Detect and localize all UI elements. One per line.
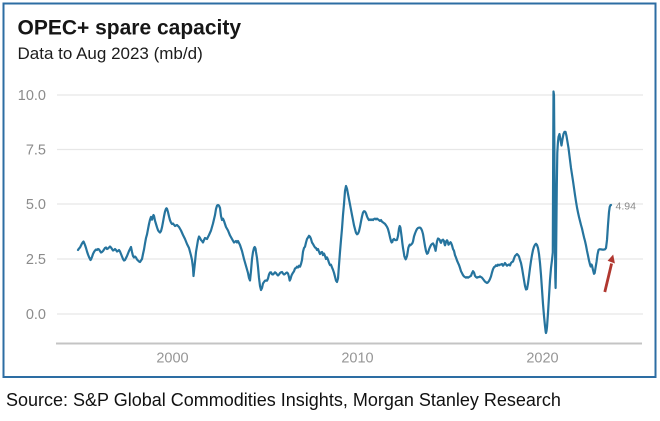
svg-text:2020: 2020 xyxy=(526,351,558,367)
svg-text:2000: 2000 xyxy=(156,351,188,367)
svg-text:2010: 2010 xyxy=(341,351,373,367)
svg-text:5.0: 5.0 xyxy=(26,197,46,213)
svg-text:0.0: 0.0 xyxy=(26,307,46,323)
svg-text:10.0: 10.0 xyxy=(18,88,46,104)
svg-text:Source: S&P Global Commodities: Source: S&P Global Commodities Insights,… xyxy=(6,390,561,410)
svg-text:Data to Aug 2023 (mb/d): Data to Aug 2023 (mb/d) xyxy=(18,44,203,63)
svg-text:2.5: 2.5 xyxy=(26,252,46,268)
svg-text:4.94: 4.94 xyxy=(616,201,637,213)
svg-text:7.5: 7.5 xyxy=(26,142,46,158)
svg-text:OPEC+ spare capacity: OPEC+ spare capacity xyxy=(18,17,242,40)
